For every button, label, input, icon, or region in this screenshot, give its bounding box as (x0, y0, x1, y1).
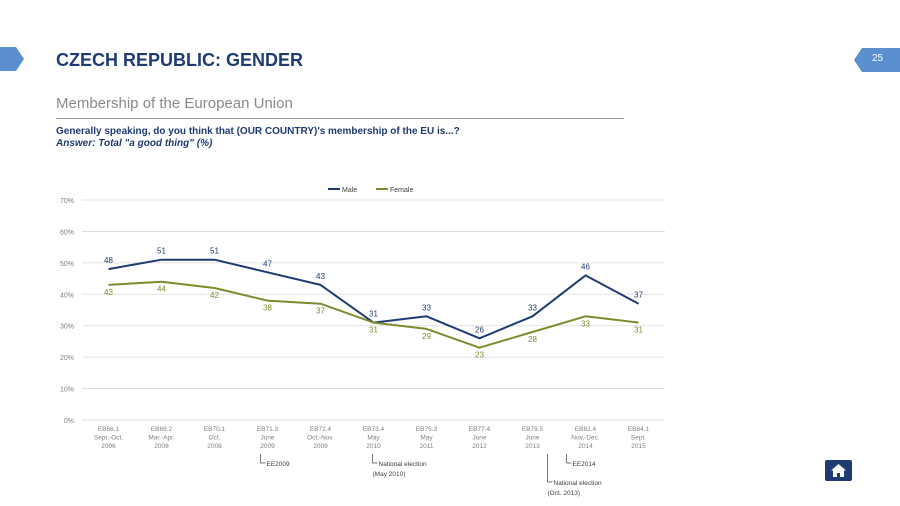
home-button[interactable] (825, 460, 852, 481)
data-label-female: 33 (581, 319, 590, 328)
x-tick-label: 2010 (366, 443, 381, 450)
x-tick-label: May (367, 435, 380, 442)
data-label-female: 28 (528, 335, 537, 344)
y-tick-label: 50% (60, 261, 74, 268)
x-tick-label: 2013 (525, 443, 540, 450)
data-label-female: 44 (157, 285, 166, 294)
x-tick-label: 2011 (420, 443, 434, 450)
survey-question: Generally speaking, do you think that (O… (56, 126, 460, 137)
data-label-female: 43 (104, 288, 113, 297)
data-label-male: 37 (634, 291, 643, 300)
section-subtitle: Membership of the European Union (56, 95, 293, 112)
x-tick-label: Nov.-Dec. (571, 435, 600, 442)
x-tick-label: 2014 (578, 443, 593, 450)
x-tick-label: Oct. (209, 435, 221, 442)
y-tick-label: 30% (60, 324, 74, 331)
annotation-label: EE2014 (573, 461, 597, 468)
data-label-female: 37 (316, 307, 325, 316)
subtitle-divider (56, 118, 624, 119)
data-label-female: 38 (263, 304, 272, 313)
x-tick-label: Sept.-Oct. (94, 435, 123, 442)
page-number: 25 (872, 53, 884, 64)
y-tick-label: 20% (60, 355, 74, 362)
legend-label: Male (342, 187, 357, 194)
data-label-male: 33 (422, 303, 431, 312)
x-tick-label: June (525, 435, 539, 442)
series-line-female (108, 280, 639, 349)
data-label-male: 48 (104, 256, 113, 265)
x-tick-label: 2008 (154, 443, 169, 450)
data-label-female: 29 (422, 332, 431, 341)
annotation-label: EE2009 (267, 461, 291, 468)
x-tick-label: 2009 (260, 443, 275, 450)
x-tick-label: EB82.4 (575, 426, 597, 433)
x-tick-label: June (472, 435, 486, 442)
annotation-label: National election (554, 480, 602, 487)
annotation-label: National election (379, 461, 427, 468)
data-label-male: 47 (263, 259, 272, 268)
data-label-female: 31 (634, 326, 643, 335)
data-label-male: 31 (369, 310, 378, 319)
x-tick-label: Sept. (631, 435, 646, 442)
y-tick-label: 40% (60, 292, 74, 299)
home-icon (831, 464, 846, 477)
page-number-badge: 25 (854, 48, 900, 72)
x-tick-label: EB73.4 (363, 426, 385, 433)
x-tick-label: EB72.4 (310, 426, 332, 433)
data-label-female: 23 (475, 351, 484, 360)
data-label-female: 42 (210, 291, 219, 300)
x-tick-label: 2009 (313, 443, 328, 450)
page-title: CZECH REPUBLIC: GENDER (56, 50, 304, 70)
x-tick-label: EB66.1 (98, 426, 120, 433)
annotation-label: (Oct. 2013) (548, 490, 581, 497)
x-tick-label: Oct.-Nov. (307, 435, 334, 442)
left-tab-marker (0, 47, 24, 71)
legend-label: Female (390, 187, 413, 194)
y-tick-label: 10% (60, 387, 74, 394)
y-tick-label: 0% (64, 418, 74, 425)
data-label-male: 51 (210, 247, 219, 256)
data-label-male: 33 (528, 303, 537, 312)
y-tick-label: 60% (60, 229, 74, 236)
x-tick-label: June (260, 435, 274, 442)
x-tick-label: EB79.5 (522, 426, 544, 433)
x-tick-label: EB84.1 (628, 426, 650, 433)
x-tick-label: 2006 (101, 443, 116, 450)
x-tick-label: EB75.3 (416, 426, 438, 433)
data-label-male: 43 (316, 272, 325, 281)
x-tick-label: EB77.4 (469, 426, 491, 433)
x-tick-label: May (420, 435, 433, 442)
x-tick-label: 2008 (207, 443, 222, 450)
data-label-male: 26 (475, 325, 484, 334)
x-tick-label: EB71.3 (257, 426, 279, 433)
x-tick-label: 2015 (631, 443, 646, 450)
y-tick-label: 70% (60, 198, 74, 205)
survey-answer: Answer: Total "a good thing" (%) (56, 138, 213, 149)
data-label-female: 31 (369, 326, 378, 335)
data-label-male: 46 (581, 262, 590, 271)
x-tick-label: 2012 (472, 443, 487, 450)
annotation-label: (May 2010) (373, 471, 406, 478)
data-label-male: 51 (157, 247, 166, 256)
x-tick-label: EB69.2 (151, 426, 173, 433)
x-tick-label: Mar.-Apr. (148, 435, 175, 442)
x-tick-label: EB70.1 (204, 426, 226, 433)
